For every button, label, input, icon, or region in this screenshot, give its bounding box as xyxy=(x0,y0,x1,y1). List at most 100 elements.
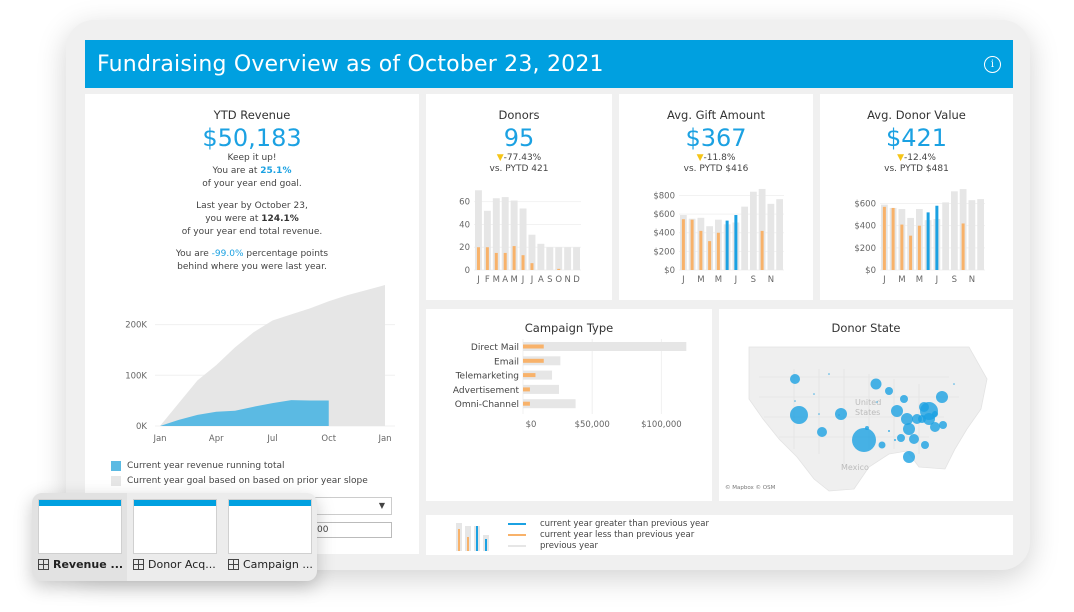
down-triangle-icon: ▼ xyxy=(496,153,504,163)
value-title: Avg. Donor Value xyxy=(867,108,966,122)
state-bubble[interactable] xyxy=(953,383,955,385)
donors-value: 95 xyxy=(503,124,535,152)
page-title: Fundraising Overview as of October 23, 2… xyxy=(97,51,604,77)
legend-item: previous year xyxy=(508,540,709,551)
avg-gift-panel: Avg. Gift Amount $367 ▼-11.8% vs. PYTD $… xyxy=(619,94,813,300)
state-bubble[interactable] xyxy=(828,373,830,375)
gift-pytd: vs. PYTD $416 xyxy=(683,164,749,174)
state-bubble[interactable] xyxy=(838,414,840,416)
donors-panel: Donors 95 ▼-77.43% vs. PYTD 421 0 20 40 60 J… xyxy=(426,94,612,300)
bar-current-year xyxy=(716,232,720,270)
y-tick-label: 20 xyxy=(459,243,470,253)
legend-mini-chart xyxy=(456,523,489,551)
y-tick-label: $800 xyxy=(653,191,675,201)
state-bubble[interactable] xyxy=(852,428,876,452)
bar-current-year xyxy=(917,225,921,270)
x-tick-label: J xyxy=(530,275,534,285)
state-bubble[interactable] xyxy=(903,423,915,435)
sheet-label: Donor Acq... xyxy=(148,558,216,571)
ytd-line1: Keep it up! xyxy=(227,153,277,163)
x-tick-label: N xyxy=(768,275,774,285)
bar-previous-year xyxy=(564,247,572,270)
state-bubble[interactable] xyxy=(936,391,948,403)
avg-donor-value-panel: Avg. Donor Value $421 ▼-12.4% vs. PYTD $… xyxy=(820,94,1013,300)
state-bubble[interactable] xyxy=(903,451,915,463)
value-delta: ▼-12.4% xyxy=(820,153,1013,163)
state-bubble[interactable] xyxy=(901,413,913,425)
avg-donor-value-bar-chart: $0 $200 $400 $600 J M M J S N xyxy=(854,189,985,285)
x-tick-label: $100,000 xyxy=(641,420,682,430)
state-bubble[interactable] xyxy=(865,426,869,430)
state-bubble[interactable] xyxy=(876,401,878,403)
x-tick-label: Jul xyxy=(266,434,277,444)
mini-bar-up xyxy=(476,526,478,551)
x-tick-label: M xyxy=(916,275,923,285)
bar-current-year xyxy=(485,247,489,270)
state-bubble[interactable] xyxy=(790,374,800,384)
map-land xyxy=(748,346,988,492)
state-bubble[interactable] xyxy=(870,378,882,390)
state-bubble[interactable] xyxy=(921,441,929,449)
campaign-title: Campaign Type xyxy=(524,321,614,335)
goal-percent: 25.1% xyxy=(260,166,292,176)
state-bubble[interactable] xyxy=(817,427,827,437)
sheet-thumb-campaign[interactable]: Campaign ... xyxy=(222,493,317,581)
sheet-preview xyxy=(38,499,122,554)
bar-current-year xyxy=(900,224,904,270)
state-bubble[interactable] xyxy=(794,400,796,402)
bar-previous-year xyxy=(475,190,482,270)
legend-label: Current year revenue running total xyxy=(127,460,285,471)
state-bubble[interactable] xyxy=(813,393,815,395)
state-bubble[interactable] xyxy=(932,411,938,417)
dashboard-grid-icon xyxy=(228,559,239,570)
bar-current-year xyxy=(503,252,507,270)
mini-bar-up xyxy=(485,539,487,551)
state-bubble[interactable] xyxy=(939,421,947,429)
x-tick-label: A xyxy=(538,275,544,285)
x-tick-label: M xyxy=(898,275,905,285)
state-bubble[interactable] xyxy=(909,434,919,444)
y-tick-label: $0 xyxy=(664,266,675,276)
x-tick-label: J xyxy=(521,275,525,285)
state-bubble[interactable] xyxy=(897,434,905,442)
x-tick-label: N xyxy=(969,275,975,285)
value-value: $421 xyxy=(885,124,948,152)
bar-previous-year xyxy=(483,210,491,270)
state-bubble[interactable] xyxy=(923,413,935,425)
bar-previous-year xyxy=(519,208,527,270)
state-bubble[interactable] xyxy=(835,408,847,420)
x-tick-label: N xyxy=(564,275,570,285)
info-icon[interactable]: i xyxy=(984,55,1001,73)
category-label: Direct Mail xyxy=(471,343,519,353)
category-label: Omni-Channel xyxy=(455,400,519,410)
state-bubble[interactable] xyxy=(790,406,808,424)
bar-current-year xyxy=(557,268,561,270)
state-bubble[interactable] xyxy=(891,405,903,417)
ytd-line7-suffix: percentage points xyxy=(243,249,329,259)
state-bubble[interactable] xyxy=(900,395,908,403)
state-bubble[interactable] xyxy=(818,413,820,415)
x-tick-label: M xyxy=(715,275,722,285)
x-tick-label: Apr xyxy=(209,434,224,444)
state-bubble[interactable] xyxy=(919,402,929,412)
state-bubble[interactable] xyxy=(878,441,886,449)
sheet-thumb-revenue[interactable]: Revenue ... xyxy=(32,493,127,581)
gift-value: $367 xyxy=(685,124,747,152)
bar-current-year xyxy=(708,241,712,270)
bar-current-year xyxy=(521,255,525,270)
down-triangle-icon: ▼ xyxy=(696,153,704,163)
donor-state-map[interactable]: United States Mexico © Mapbox © OSM xyxy=(719,339,1013,499)
last-year-percent: 124.1% xyxy=(261,214,299,224)
state-bubble[interactable] xyxy=(888,430,890,432)
state-bubble[interactable] xyxy=(894,439,896,441)
state-bubble[interactable] xyxy=(885,387,893,395)
sheet-thumb-donor-acquisition[interactable]: Donor Acq... xyxy=(127,493,222,581)
bar-previous-year xyxy=(537,243,545,270)
x-tick-label: M xyxy=(510,275,517,285)
bar-previous-year xyxy=(942,202,949,270)
legend-line-down xyxy=(508,533,526,536)
map-bubbles xyxy=(790,373,955,463)
state-bubble[interactable] xyxy=(930,422,940,432)
x-tick-label: Jan xyxy=(152,434,166,444)
